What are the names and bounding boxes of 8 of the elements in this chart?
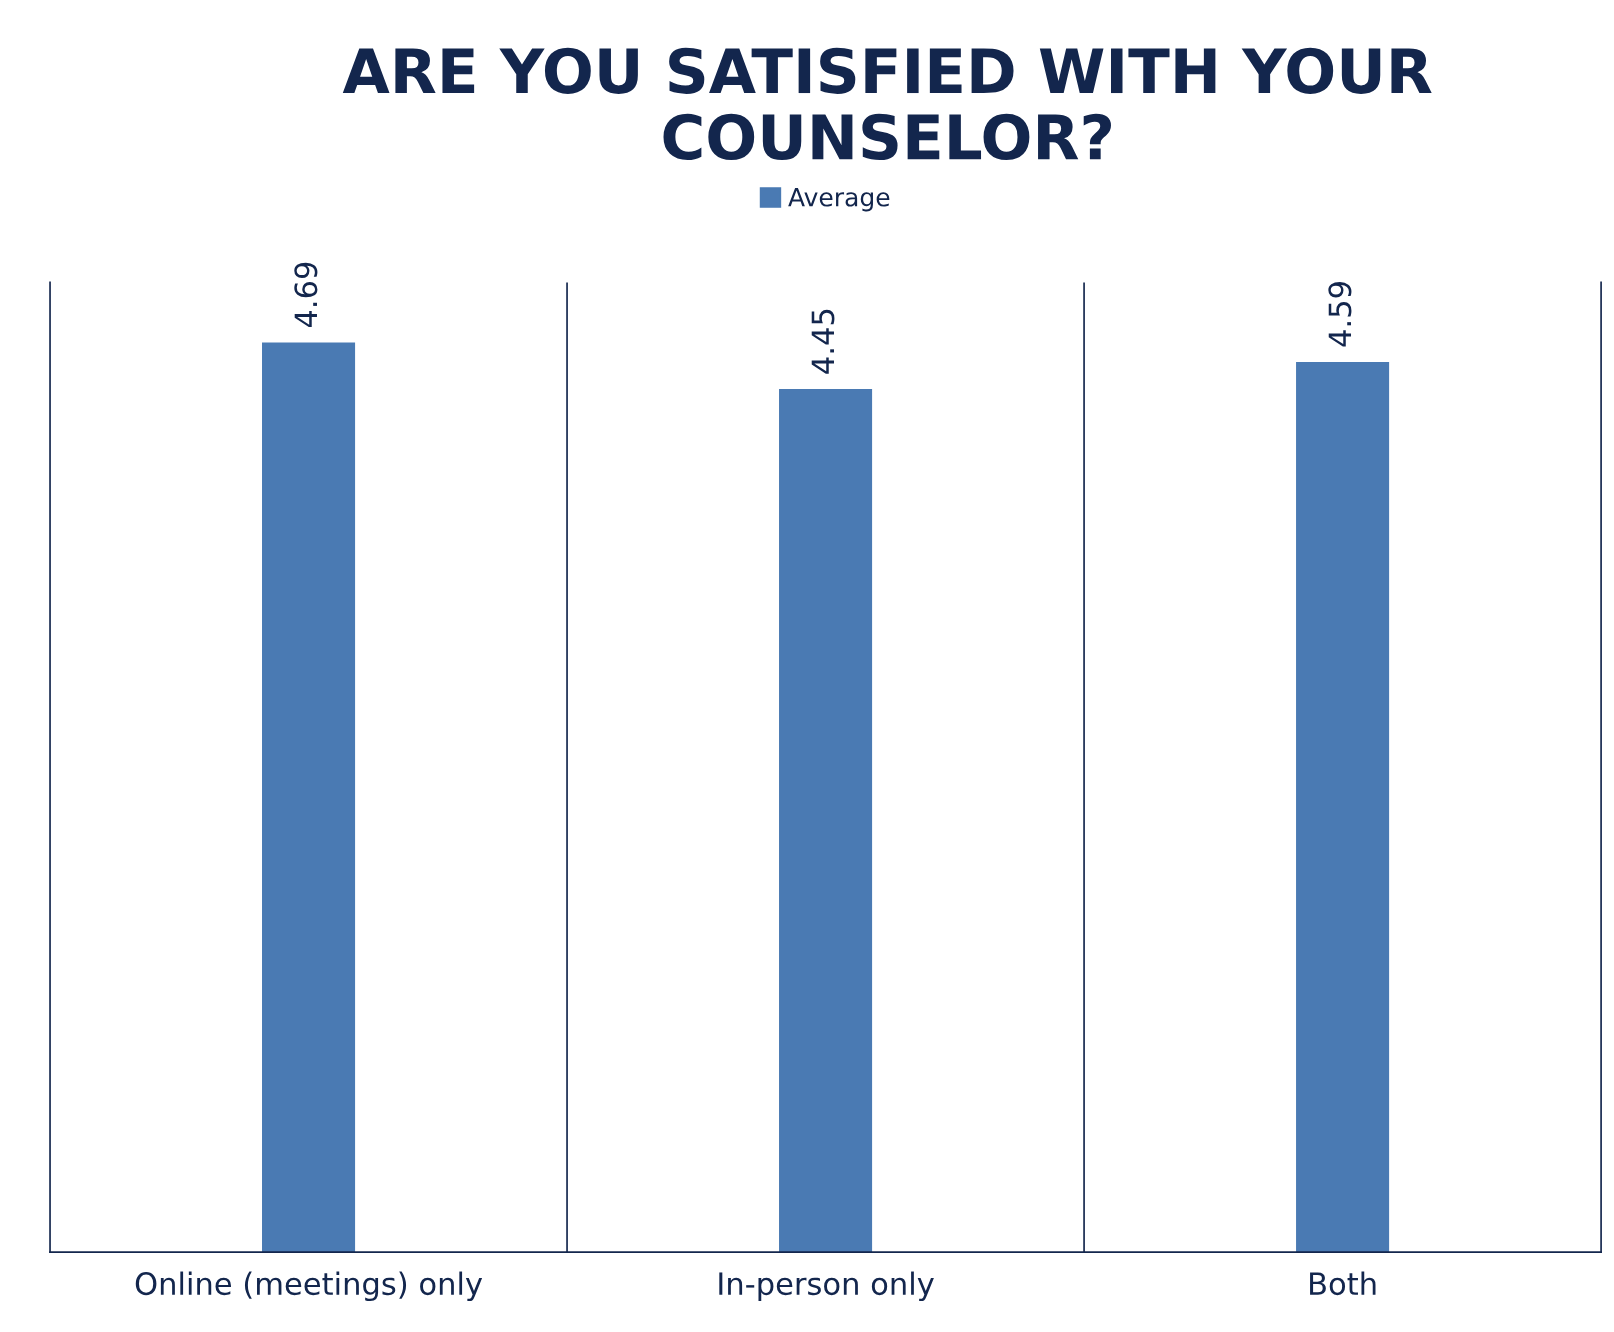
legend-label: Average xyxy=(788,187,890,212)
data-label: 4.69 xyxy=(294,262,318,328)
chart-title: ARE YOU SATISFIED WITH YOUR COUNSELOR? xyxy=(342,47,1432,161)
data-label: 4.45 xyxy=(811,309,835,374)
x-tick-label: Both xyxy=(1310,1271,1376,1296)
data-label: 4.59 xyxy=(1328,282,1352,347)
x-tick-label: Online (meetings) only xyxy=(135,1271,483,1302)
x-tick-label: In-person only xyxy=(719,1271,934,1302)
